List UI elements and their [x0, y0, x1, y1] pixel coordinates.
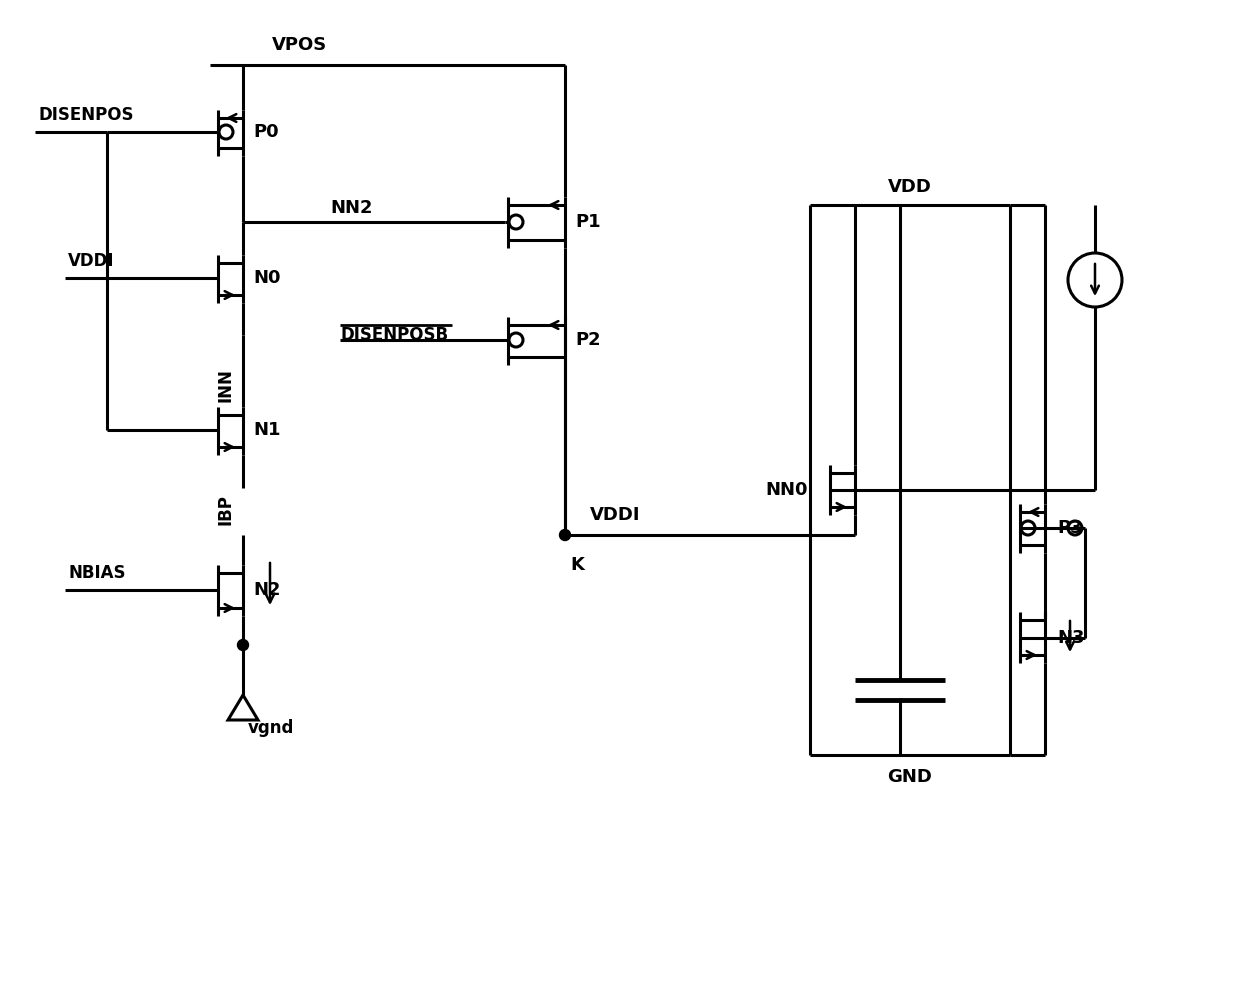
Text: NN0: NN0: [765, 481, 807, 499]
Text: GND: GND: [888, 768, 932, 786]
Text: DISENPOSB: DISENPOSB: [340, 326, 448, 344]
Text: P2: P2: [575, 331, 600, 349]
Text: VDDI: VDDI: [590, 506, 641, 524]
Text: N3: N3: [1056, 629, 1085, 647]
Text: VPOS: VPOS: [273, 36, 327, 54]
Circle shape: [238, 639, 248, 650]
Text: VDD: VDD: [888, 178, 932, 196]
Text: NBIAS: NBIAS: [68, 564, 125, 582]
Text: P0: P0: [253, 123, 279, 141]
Text: INN: INN: [216, 368, 234, 402]
Text: P1: P1: [575, 213, 600, 231]
Text: N0: N0: [253, 269, 280, 287]
Circle shape: [559, 529, 570, 540]
Text: N2: N2: [253, 581, 280, 599]
Text: NN2: NN2: [330, 199, 372, 217]
Text: IBP: IBP: [216, 495, 234, 525]
Text: DISENPOS: DISENPOS: [38, 106, 134, 124]
Text: P3: P3: [1056, 519, 1083, 537]
Text: VDDI: VDDI: [68, 252, 114, 270]
Text: vgnd: vgnd: [248, 719, 294, 737]
Text: K: K: [570, 556, 584, 574]
Text: N1: N1: [253, 421, 280, 439]
